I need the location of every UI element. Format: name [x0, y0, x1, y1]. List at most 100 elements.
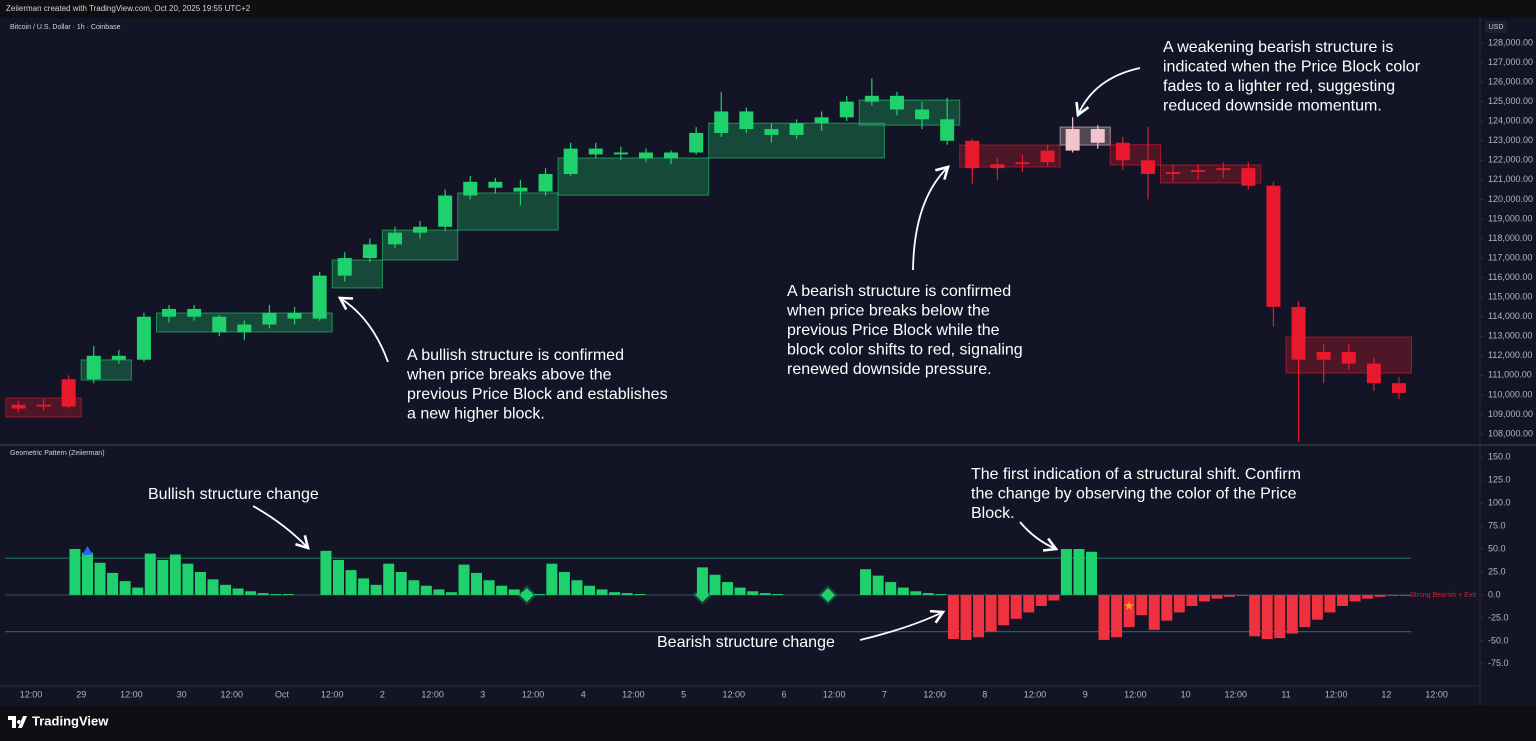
candle-body — [789, 123, 804, 135]
histogram-bar — [395, 571, 407, 595]
x-tick-label: 12:00 — [421, 689, 444, 699]
histogram-bar — [722, 582, 734, 595]
price-pane-title: Bitcoin / U.S. Dollar · 1h · Coinbase — [10, 24, 121, 31]
y-tick-label: 116,000.00 — [1488, 272, 1532, 282]
currency-badge[interactable] — [1485, 21, 1507, 33]
marker-triangle — [82, 545, 93, 555]
candle-body — [664, 152, 679, 159]
candle-body — [613, 152, 628, 155]
arrow — [859, 609, 946, 641]
histogram-bar — [1123, 594, 1135, 628]
histogram-bar — [207, 579, 219, 595]
y-tick-label: 120,000.00 — [1488, 194, 1533, 204]
candle-body — [488, 181, 503, 188]
histogram-bar — [1023, 594, 1035, 613]
candle-body — [1241, 168, 1256, 186]
histogram-bar — [1173, 594, 1185, 613]
candle-body — [965, 140, 980, 169]
histogram-bar — [194, 571, 206, 595]
candle-body — [689, 132, 704, 153]
annotation-line: previous Price Block and establishes — [407, 386, 668, 403]
histogram-bar — [634, 594, 646, 595]
histogram-bar — [420, 585, 432, 595]
y-tick-label: 118,000.00 — [1488, 233, 1532, 243]
histogram-bar — [245, 591, 257, 595]
arrow — [1075, 67, 1141, 118]
histogram-bar — [998, 594, 1010, 626]
series-label: Strong Bearish + Extr — [1410, 592, 1477, 599]
annotation-line: a new higher block. — [407, 406, 545, 423]
y-tick-label: 112,000.00 — [1488, 350, 1532, 360]
histogram-bar — [1111, 594, 1123, 638]
price-block — [557, 157, 710, 196]
y-tick-label: 121,000.00 — [1488, 174, 1533, 184]
annotation-line: A weakening bearish structure is — [1163, 39, 1393, 56]
histogram-bar — [1198, 594, 1210, 602]
annotation-line: when price breaks above the — [406, 367, 612, 384]
annotation-line: A bearish structure is confirmed — [787, 283, 1011, 300]
arrow — [252, 505, 310, 550]
annotation-line: reduced downside momentum. — [1163, 98, 1382, 115]
histogram-bar — [1136, 594, 1148, 616]
x-tick-label: 12:00 — [823, 689, 846, 699]
histogram-bar — [960, 594, 972, 640]
y-tick-label: 123,000.00 — [1488, 135, 1533, 145]
histogram-bar — [1048, 594, 1060, 601]
y-tick-label: 108,000.00 — [1488, 428, 1533, 438]
histogram-bar — [282, 594, 294, 595]
candle-body — [1291, 306, 1306, 360]
histogram-bar — [69, 549, 81, 595]
x-tick-label: 7 — [882, 689, 887, 699]
x-tick-label: 8 — [982, 689, 987, 699]
candle-body — [864, 95, 879, 102]
y-tick-label: -25.0 — [1488, 612, 1509, 622]
candle-body — [1266, 185, 1281, 307]
x-tick-label: 12 — [1381, 689, 1391, 699]
histogram-bar — [885, 582, 897, 595]
annotation-line: block color shifts to red, signaling — [787, 342, 1023, 359]
histogram-bar — [1148, 594, 1160, 630]
candle-body — [387, 232, 402, 245]
y-tick-label: 50.0 — [1488, 543, 1506, 553]
y-tick-label: 124,000.00 — [1488, 116, 1533, 126]
candle-body — [940, 119, 955, 141]
histogram-bar — [496, 585, 508, 595]
candle-body — [1391, 383, 1406, 393]
histogram-bar — [1399, 594, 1411, 596]
histogram-bar — [621, 593, 633, 595]
x-tick-label: 12:00 — [923, 689, 946, 699]
histogram-bar — [458, 564, 470, 595]
histogram-bar — [508, 589, 520, 595]
candle-body — [1191, 170, 1206, 173]
y-tick-label: -50.0 — [1488, 635, 1509, 645]
candle-body — [764, 129, 779, 135]
histogram-bar — [1098, 594, 1110, 640]
candle-body — [538, 174, 553, 192]
logo-text[interactable]: TradingView — [32, 713, 109, 728]
x-tick-label: 12:00 — [622, 689, 645, 699]
price-block — [1160, 164, 1262, 184]
logo-icon — [8, 716, 27, 728]
candle-body — [638, 152, 653, 159]
histogram-bar — [922, 593, 934, 595]
histogram-bar — [182, 563, 194, 595]
histogram-bar — [897, 587, 909, 595]
candle-body — [287, 312, 302, 319]
marker-diamond — [695, 587, 710, 602]
annotation-line: when price breaks below the — [786, 303, 990, 320]
x-tick-label: 12:00 — [723, 689, 746, 699]
histogram-bar — [1387, 594, 1399, 596]
x-tick-label: 30 — [177, 689, 187, 699]
x-tick-label: 5 — [681, 689, 686, 699]
histogram-bar — [144, 553, 156, 595]
candle-body — [36, 404, 51, 407]
histogram-bar — [358, 578, 370, 595]
histogram-bar — [546, 563, 558, 595]
y-tick-label: 125.0 — [1488, 474, 1511, 484]
candle-body — [413, 226, 428, 233]
y-tick-label: 0.0 — [1488, 589, 1501, 599]
arrow — [912, 165, 950, 271]
histogram-bar — [1299, 594, 1311, 628]
histogram-bar — [1337, 594, 1348, 606]
x-tick-label: 12:00 — [120, 689, 143, 699]
